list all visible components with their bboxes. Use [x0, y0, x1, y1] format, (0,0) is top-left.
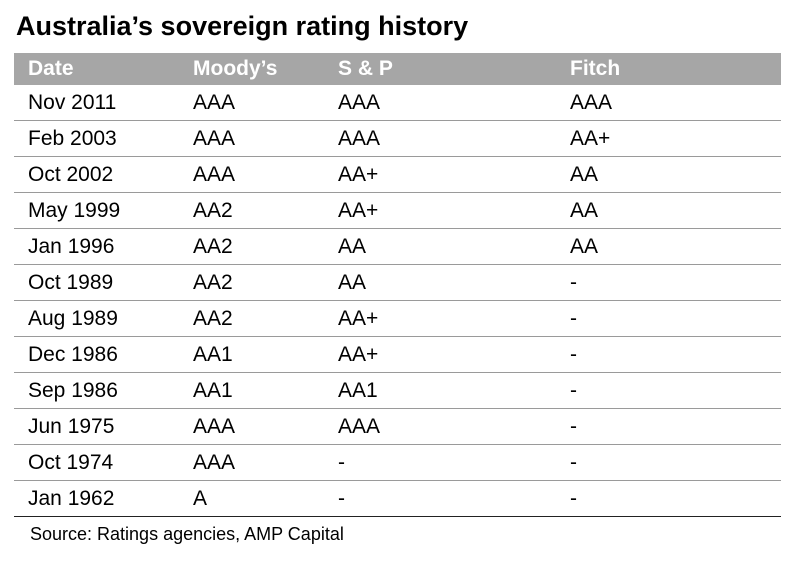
date-cell: Oct 2002 [14, 156, 177, 193]
sp-cell: AA+ [322, 336, 554, 373]
moodys-cell: AAA [177, 408, 322, 445]
moodys-cell: AAA [177, 120, 322, 157]
sp-cell: AAA [322, 120, 554, 157]
moodys-cell: AAA [177, 444, 322, 481]
moodys-cell: AA2 [177, 300, 322, 337]
table-row: Jan 1962 A - - [14, 480, 781, 517]
date-cell: Dec 1986 [14, 336, 177, 373]
date-cell: Feb 2003 [14, 120, 177, 157]
fitch-cell: - [554, 264, 781, 301]
date-cell: May 1999 [14, 192, 177, 229]
date-cell: Oct 1974 [14, 444, 177, 481]
table-row: Oct 1974 AAA - - [14, 444, 781, 481]
fitch-cell: - [554, 444, 781, 481]
fitch-cell: AA+ [554, 120, 781, 157]
column-header-moodys: Moody’s [177, 53, 322, 85]
moodys-cell: AA2 [177, 228, 322, 265]
date-cell: Jan 1962 [14, 480, 177, 517]
table-header: Date Moody’s S & P Fitch [14, 53, 781, 85]
chart-title: Australia’s sovereign rating history [16, 11, 469, 41]
fitch-cell: - [554, 336, 781, 373]
fitch-cell: AA [554, 228, 781, 265]
table-row: Oct 2002 AAA AA+ AA [14, 156, 781, 193]
rating-history-table: Date Moody’s S & P Fitch Nov 2011 AAA AAA A… [14, 53, 781, 517]
fitch-cell: - [554, 372, 781, 409]
table-row: May 1999 AA2 AA+ AA [14, 192, 781, 229]
table-row: Jan 1996 AA2 AA AA [14, 228, 781, 265]
sp-cell: AA [322, 264, 554, 301]
moodys-cell: AA1 [177, 336, 322, 373]
date-cell: Jun 1975 [14, 408, 177, 445]
table-row: Feb 2003 AAA AAA AA+ [14, 120, 781, 157]
source-note: Source: Ratings agencies, AMP Capital [30, 524, 344, 544]
sp-cell: - [322, 480, 554, 517]
moodys-cell: AA1 [177, 372, 322, 409]
date-cell: Nov 2011 [14, 85, 177, 121]
sp-cell: AA+ [322, 156, 554, 193]
moodys-cell: A [177, 480, 322, 517]
fitch-cell: - [554, 480, 781, 517]
table-body: Nov 2011 AAA AAA AAA Feb 2003 AAA AAA AA+ Oct 20… [14, 85, 781, 517]
date-cell: Oct 1989 [14, 264, 177, 301]
sp-cell: - [322, 444, 554, 481]
column-header-sp: S & P [322, 53, 554, 85]
sp-cell: AA [322, 228, 554, 265]
table-row: Jun 1975 AAA AAA - [14, 408, 781, 445]
sp-cell: AA+ [322, 192, 554, 229]
fitch-cell: AA [554, 192, 781, 229]
column-header-fitch: Fitch [554, 53, 781, 85]
date-cell: Aug 1989 [14, 300, 177, 337]
moodys-cell: AA2 [177, 192, 322, 229]
column-header-date: Date [14, 53, 177, 85]
fitch-cell: AAA [554, 85, 781, 121]
header-row: Date Moody’s S & P Fitch [14, 53, 781, 85]
table-row: Nov 2011 AAA AAA AAA [14, 85, 781, 121]
date-cell: Jan 1996 [14, 228, 177, 265]
sp-cell: AAA [322, 408, 554, 445]
moodys-cell: AAA [177, 85, 322, 121]
moodys-cell: AA2 [177, 264, 322, 301]
sp-cell: AA1 [322, 372, 554, 409]
fitch-cell: AA [554, 156, 781, 193]
fitch-cell: - [554, 300, 781, 337]
date-cell: Sep 1986 [14, 372, 177, 409]
sp-cell: AAA [322, 85, 554, 121]
table-row: Sep 1986 AA1 AA1- [14, 372, 781, 409]
sp-cell: AA+ [322, 300, 554, 337]
fitch-cell: - [554, 408, 781, 445]
table-row: Dec 1986 AA1 AA+ - [14, 336, 781, 373]
moodys-cell: AAA [177, 156, 322, 193]
table-row: Oct 1989 AA2 AA - [14, 264, 781, 301]
table-row: Aug 1989 AA2 AA+ - [14, 300, 781, 337]
